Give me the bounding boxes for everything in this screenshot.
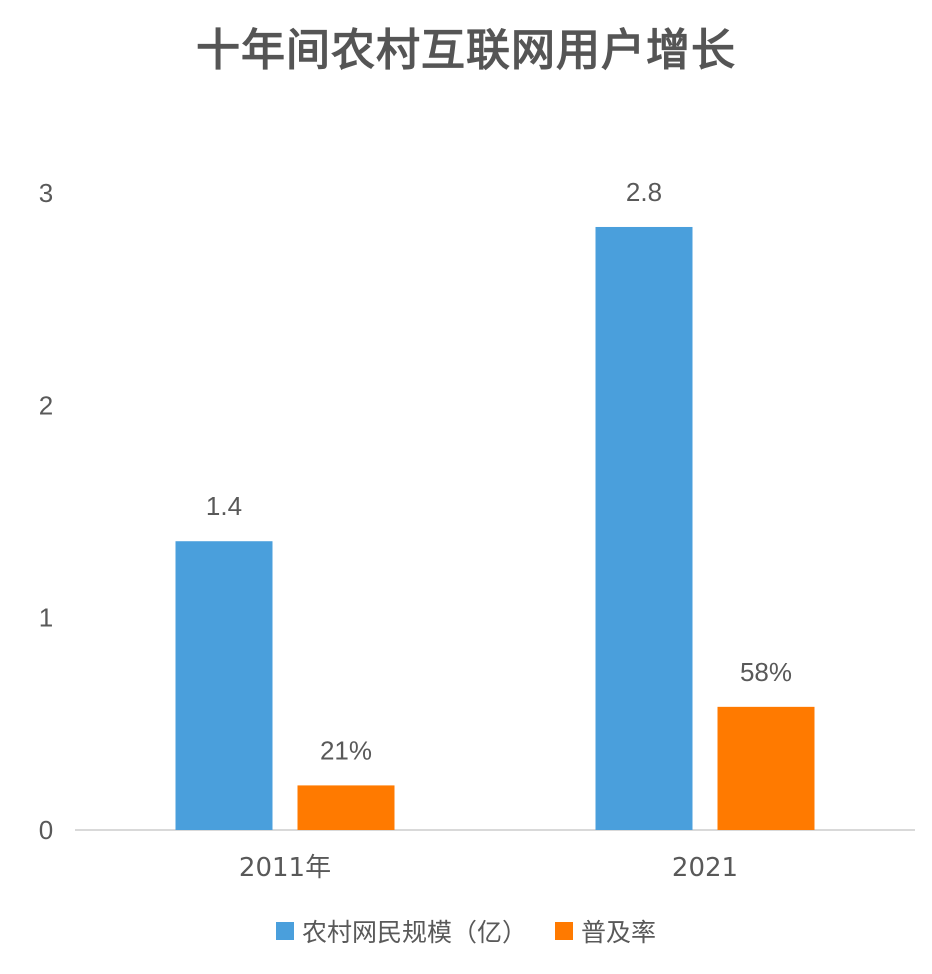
data-label: 58% <box>740 657 792 687</box>
bar-users-0 <box>175 541 273 830</box>
y-tick-label: 1 <box>39 603 53 633</box>
legend-swatch-rate <box>555 922 573 940</box>
data-label: 21% <box>320 735 372 765</box>
x-category-label: 2021 <box>672 853 738 883</box>
legend-label-users: 农村网民规模（亿） <box>302 918 527 947</box>
y-tick-label: 2 <box>39 390 53 420</box>
legend-swatch-users <box>276 922 294 940</box>
bar-rate-0 <box>297 785 395 830</box>
bar-users-1 <box>595 226 693 830</box>
y-tick-label: 3 <box>39 178 53 208</box>
data-label: 1.4 <box>206 491 242 521</box>
legend-label-rate: 普及率 <box>581 918 656 947</box>
y-tick-label: 0 <box>39 815 53 845</box>
x-category-label: 2011年 <box>239 853 331 883</box>
chart-title: 十年间农村互联网用户增长 <box>196 25 736 76</box>
data-label: 2.8 <box>626 177 662 207</box>
bar-rate-1 <box>717 706 815 830</box>
